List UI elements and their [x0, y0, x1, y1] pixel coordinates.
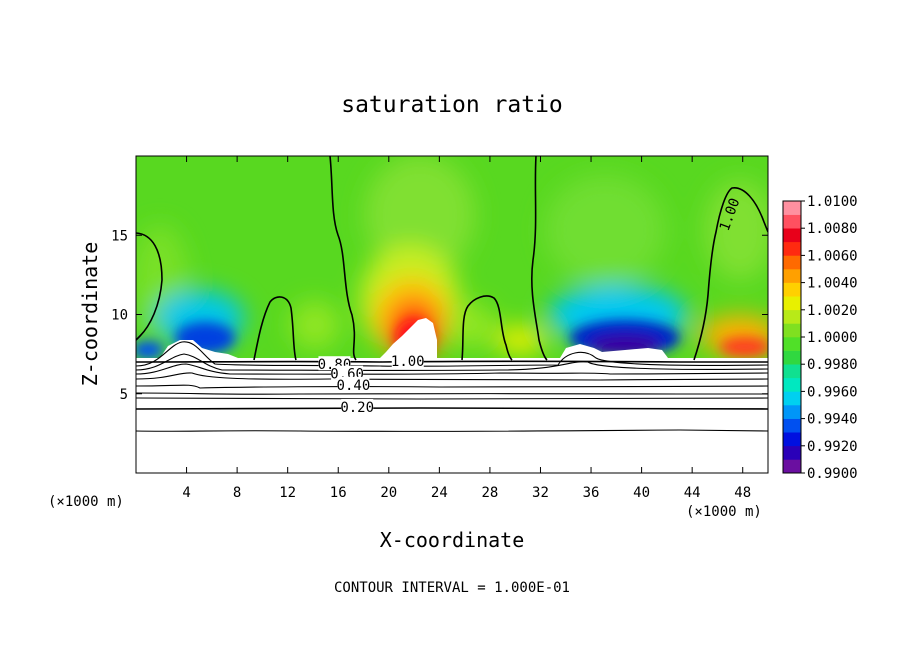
x-tick-label: 40: [633, 485, 650, 501]
y-tick-label: 15: [111, 228, 128, 244]
contour-label: 0.40: [337, 378, 371, 394]
colorbar-swatch: [783, 214, 801, 229]
x-tick-label: 20: [380, 485, 397, 501]
colorbar-swatch: [783, 391, 801, 406]
x-tick-label: 32: [532, 485, 549, 501]
contour-label: 0.20: [340, 400, 374, 416]
x-unit-left: (×1000 m): [48, 494, 124, 510]
colorbar-swatch: [783, 323, 801, 338]
x-tick-label: 36: [583, 485, 600, 501]
colorbar-swatch: [783, 269, 801, 283]
y-tick-label: 10: [111, 308, 128, 324]
colorbar-label: 1.0000: [807, 330, 858, 346]
y-axis-ticks: 5 10 15: [111, 228, 768, 403]
contour-interval-note: CONTOUR INTERVAL = 1.000E-01: [334, 580, 570, 596]
colorbar-swatch: [783, 459, 801, 474]
contour-label-bg: [331, 365, 364, 380]
colorbar-label: 1.0020: [807, 303, 858, 319]
colorbar: 1.0100 1.0080 1.0060 1.0040 1.0020 1.0000 0.99…: [782, 194, 858, 482]
colorbar-swatch: [783, 418, 801, 433]
contour-label-bg: [341, 399, 374, 414]
colorbar-swatch: [783, 255, 801, 270]
colorbar-swatch: [783, 432, 801, 447]
x-tick-label: 4: [182, 485, 190, 501]
y-axis-label: Z-coordinate: [78, 242, 102, 387]
colorbar-swatch: [783, 405, 801, 419]
chart-title: saturation ratio: [341, 92, 563, 118]
contour-label-bg: [391, 353, 424, 368]
x-tick-label: 24: [431, 485, 448, 501]
contour-label-bg: [337, 376, 370, 391]
x-tick-label: 48: [734, 485, 751, 501]
colorbar-label: 1.0100: [807, 194, 858, 210]
white-region-right: [560, 344, 668, 358]
lower-region: [136, 358, 768, 473]
contour-labels: 1.001.000.800.600.400.20: [318, 196, 744, 416]
contour-label: 1.00: [391, 354, 425, 370]
colorbar-label: 0.9980: [807, 357, 858, 373]
x-tick-label: 8: [233, 485, 241, 501]
white-region-center: [380, 318, 437, 358]
x-tick-label: 16: [330, 485, 347, 501]
colorbar-label: 0.9920: [807, 439, 858, 455]
colorbar-swatch: [783, 296, 801, 311]
colorbar-swatch: [783, 337, 801, 351]
x-tick-label: 44: [684, 485, 701, 501]
colorbar-swatch: [783, 282, 801, 297]
colorbar-swatch: [783, 309, 801, 324]
colorbar-label: 1.0080: [807, 221, 858, 237]
colorbar-swatch: [783, 201, 801, 215]
x-axis-label: X-coordinate: [380, 528, 525, 552]
colorbar-swatch: [783, 228, 801, 243]
colorbar-label: 1.0040: [807, 276, 858, 292]
colorbar-swatch: [783, 377, 801, 392]
colorbar-label: 0.9900: [807, 466, 858, 482]
x-axis-ticks: 4 8 12 16 20 24 28 32 36 40 44 48: [182, 156, 751, 501]
colorbar-swatch: [783, 364, 801, 379]
colorbar-label: 0.9960: [807, 384, 858, 400]
contour-lines: [136, 156, 768, 432]
colorbar-label: 1.0060: [807, 248, 858, 264]
colorbar-swatch: [783, 350, 801, 365]
y-tick-label: 5: [120, 387, 128, 403]
x-tick-label: 28: [481, 485, 498, 501]
x-tick-label: 12: [279, 485, 296, 501]
colorbar-label: 0.9940: [807, 412, 858, 428]
x-unit-right: (×1000 m): [686, 504, 762, 520]
plot-area: 1.001.000.800.600.400.20: [136, 156, 768, 473]
colorbar-swatch: [783, 445, 801, 460]
colorbar-swatch: [783, 241, 801, 256]
